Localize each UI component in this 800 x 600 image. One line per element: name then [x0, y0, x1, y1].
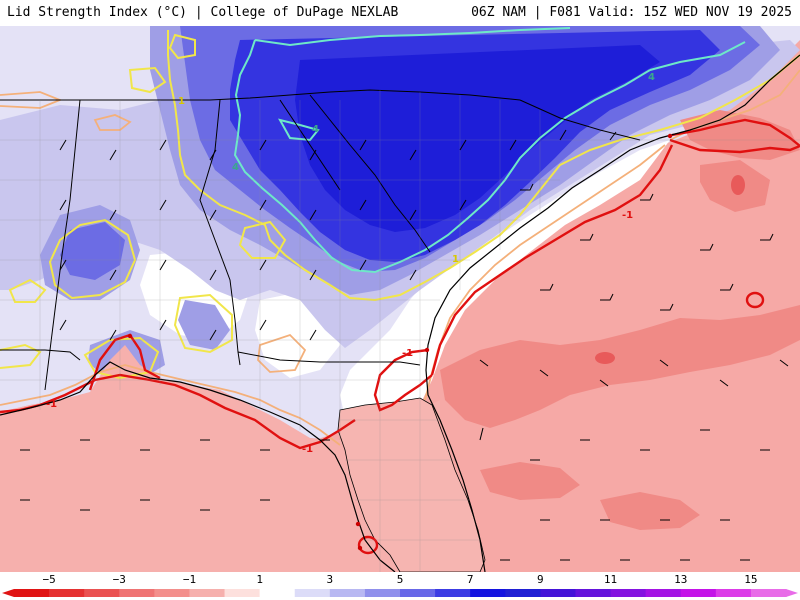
- map-header: Lid Strength Index (°C) | College of DuP…: [0, 0, 800, 26]
- periwinkle-south-patch: [178, 300, 230, 350]
- model-valid-time: 06Z NAM | F081 Valid: 15Z WED NOV 19 202…: [471, 5, 792, 20]
- colorbar-tick-label: 9: [537, 573, 544, 586]
- colorbar-right-arrow: [786, 589, 798, 597]
- negative-lid-southeast-patch: [480, 462, 580, 500]
- contour-label: 1: [178, 96, 185, 107]
- blue-west-patch: [60, 222, 125, 280]
- positive-4-contours: [233, 27, 746, 274]
- colorbar-bin: [49, 589, 85, 597]
- colorbar-bin: [119, 589, 155, 597]
- negative-lid-offshore-spot: [731, 175, 745, 195]
- colorbar-bin: [540, 589, 576, 597]
- lid-strength-map: -1 -1 -1 -1 1 1 4 4 4: [0, 26, 800, 572]
- colorbar-tick-label: 11: [603, 573, 618, 586]
- colorbar-tick-label: 13: [674, 573, 688, 586]
- colorbar-bin: [470, 589, 506, 597]
- colorbar-scale: [2, 589, 798, 597]
- county-lines: [0, 90, 800, 572]
- contour-labels: -1 -1 -1 -1 1 1 4 4 4: [46, 72, 655, 455]
- city-markers: [127, 133, 673, 551]
- florida-peninsula: [337, 397, 486, 572]
- map-canvas: -1 -1 -1 -1 1 1 4 4 4: [0, 26, 800, 572]
- colorbar-bin: [224, 589, 261, 597]
- contour-label: 1: [452, 254, 459, 265]
- map-title: Lid Strength Index (°C) | College of DuP…: [7, 5, 399, 20]
- colorbar-bin: [645, 589, 682, 597]
- contour-label: -1: [622, 210, 633, 221]
- wind-barbs: [20, 129, 789, 561]
- colorbar-bin: [154, 589, 190, 597]
- colorbar-bin: [750, 589, 787, 597]
- gulf-coast-pink-strip: [0, 345, 440, 572]
- colorbar-bin: [364, 589, 401, 597]
- colorbar-bin: [505, 589, 541, 597]
- colorbar-tick-labels: −5 −3 −1 1 3 5 7 9 11 13 15: [0, 572, 800, 586]
- colorbar: −5 −3 −1 1 3 5 7 9 11 13 15: [0, 572, 800, 600]
- negative-1-contours: [0, 118, 800, 555]
- colorbar-tick-label: 1: [256, 573, 263, 586]
- colorbar-bin: [294, 589, 331, 597]
- colorbar-tick-label: −1: [182, 573, 197, 586]
- contour-label: 4: [232, 162, 239, 173]
- negative-lid-southeast-patch-2: [600, 492, 700, 530]
- colorbar-bin: [610, 589, 647, 597]
- contour-label: 4: [312, 124, 319, 135]
- colorbar-bin: [259, 589, 296, 597]
- colorbar-tick-label: −5: [42, 573, 56, 586]
- contour-label: 4: [648, 72, 655, 83]
- colorbar-bin: [400, 589, 436, 597]
- negative-lid-core-spot: [595, 352, 615, 364]
- colorbar-bin: [435, 589, 471, 597]
- colorbar-tick-label: 15: [744, 573, 758, 586]
- colorbar-tick-label: −3: [112, 573, 126, 586]
- colorbar-bin: [329, 589, 366, 597]
- colorbar-tick-label: 3: [326, 573, 334, 586]
- colorbar-bin: [715, 589, 752, 597]
- contour-label: -1: [302, 444, 313, 455]
- colorbar-bin: [14, 589, 50, 597]
- contour-label: -1: [402, 348, 413, 359]
- colorbar-bin: [575, 589, 612, 597]
- coastline: [0, 54, 800, 572]
- deepest-lid-core: [295, 45, 660, 232]
- colorbar-left-arrow: [2, 589, 14, 597]
- colorbar-bin: [84, 589, 120, 597]
- contour-label: -1: [46, 399, 57, 410]
- colorbar-bin: [680, 589, 717, 597]
- colorbar-bin: [189, 589, 226, 597]
- negative-lid-atlantic-band: [440, 305, 800, 428]
- colorbar-tick-label: 7: [466, 573, 474, 586]
- colorbar-tick-label: 5: [396, 573, 404, 586]
